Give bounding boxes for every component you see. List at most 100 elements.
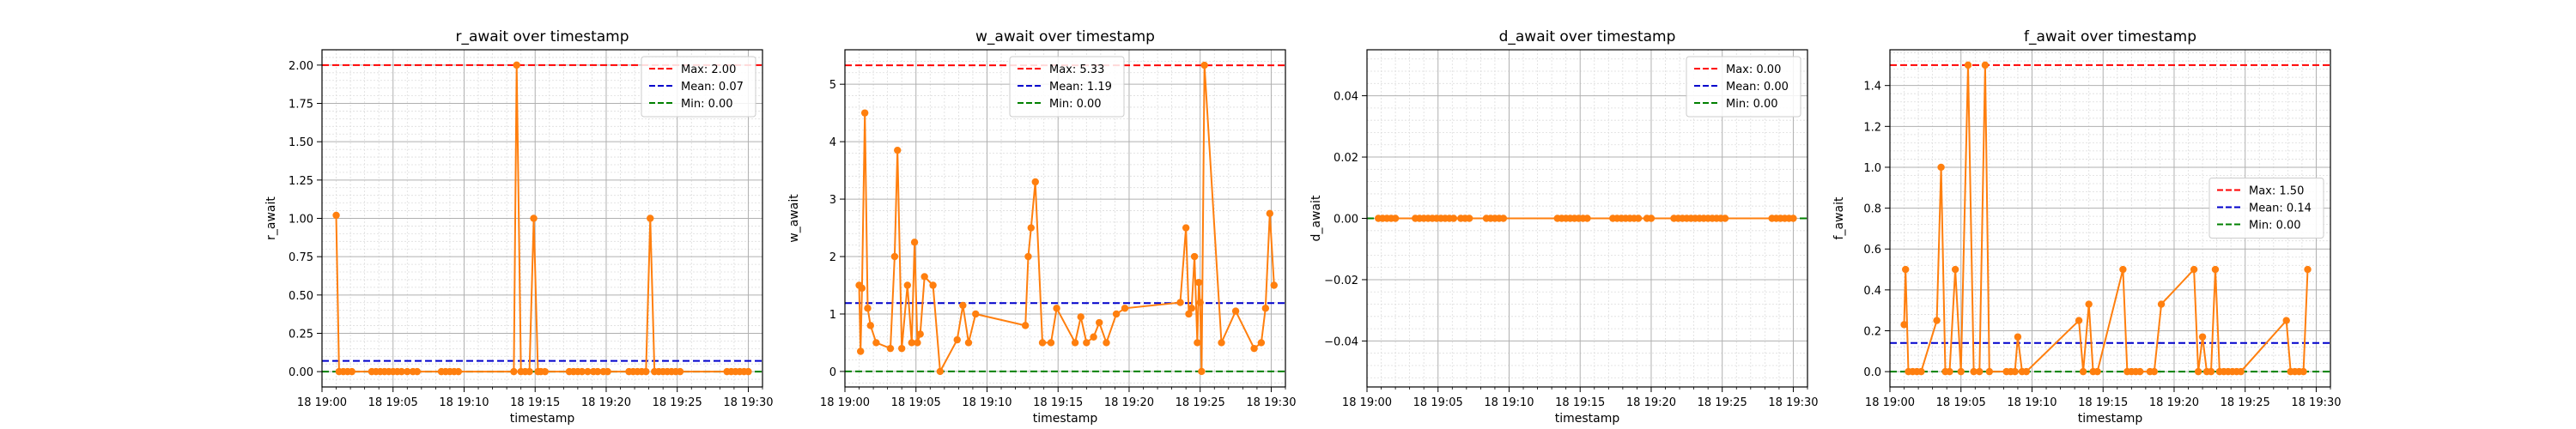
data-point	[2136, 367, 2144, 376]
x-tick-label: 18 19:20	[2149, 396, 2199, 409]
data-point	[1188, 305, 1195, 312]
data-point	[858, 284, 866, 293]
data-point	[959, 301, 967, 310]
data-point	[894, 146, 902, 154]
data-point	[936, 367, 945, 376]
data-point	[348, 367, 355, 376]
data-point	[1038, 339, 1047, 347]
data-point	[541, 367, 550, 376]
y-tick-label: 0.8	[1863, 203, 1881, 216]
y-tick-label: 0.0	[1863, 366, 1881, 379]
data-point	[2237, 367, 2245, 376]
legend-label: Max: 5.33	[1049, 63, 1104, 76]
data-point	[2014, 333, 2022, 341]
x-tick-label: 18 19:20	[581, 396, 631, 409]
x-tick-label: 18 19:10	[962, 396, 1012, 409]
data-point	[1198, 367, 1206, 376]
data-point	[886, 344, 895, 353]
data-point	[1112, 310, 1121, 318]
x-tick-label: 18 19:30	[1246, 396, 1296, 409]
data-point	[1182, 224, 1190, 232]
data-point	[2150, 367, 2158, 376]
y-tick-label: 1.2	[1863, 121, 1881, 134]
data-point	[510, 367, 518, 376]
x-tick-label: 18 19:30	[2291, 396, 2341, 409]
legend-label: Mean: 1.19	[1049, 81, 1112, 94]
data-point	[1391, 214, 1400, 222]
chart-panel-0: 18 19:00 18 19:05 18 19:10 18 19:15 18 19:20…	[264, 28, 774, 426]
data-point	[1200, 61, 1208, 69]
y-tick-label: 0	[829, 366, 836, 379]
legend-box	[1009, 56, 1125, 118]
data-point	[593, 367, 602, 376]
y-tick-label: 0.00	[1334, 214, 1358, 227]
data-point	[2085, 300, 2093, 308]
x-tick-label: 18 19:30	[1768, 396, 1818, 409]
x-tick-label: 18 19:25	[1176, 396, 1225, 409]
y-tick-label: 0.4	[1863, 285, 1881, 298]
y-tick-label: 0.02	[1334, 152, 1358, 165]
data-point	[454, 367, 463, 376]
data-point	[914, 339, 921, 347]
data-point	[1190, 252, 1199, 261]
y-tick-label: 1.75	[289, 99, 313, 112]
data-point	[578, 367, 586, 376]
x-tick-label: 18 19:25	[2221, 396, 2270, 409]
y-tick-label: 0.00	[289, 366, 313, 379]
data-point	[1647, 214, 1656, 222]
data-point	[526, 367, 533, 376]
y-tick-label: 1	[829, 309, 836, 322]
data-point	[642, 367, 650, 376]
y-axis-label: d_await	[1309, 195, 1323, 241]
x-tick-label: 18 19:10	[2007, 396, 2057, 409]
data-point	[1985, 367, 1994, 376]
data-point	[872, 339, 880, 347]
data-point	[1261, 305, 1270, 312]
y-axis-label: w_await	[787, 194, 801, 243]
x-axis-label: timestamp	[1033, 412, 1098, 426]
data-point	[2282, 317, 2290, 324]
data-point	[2011, 367, 2019, 376]
data-point	[1185, 310, 1193, 318]
data-point	[1964, 61, 1972, 69]
data-point	[1789, 214, 1797, 222]
data-point	[1231, 307, 1240, 315]
data-point	[2194, 367, 2202, 376]
data-point	[1176, 299, 1184, 306]
x-tick-label: 18 19:00	[297, 396, 347, 409]
chart-panel-1: 18 19:00 18 19:05 18 19:10 18 19:15 18 19:20…	[787, 28, 1297, 426]
x-axis-label: timestamp	[1555, 412, 1620, 426]
data-point	[1071, 339, 1079, 347]
x-tick-label: 18 19:25	[653, 396, 702, 409]
legend: Max: 0.00 Mean: 0.00 Min: 0.00	[1686, 56, 1801, 118]
data-point	[1499, 214, 1508, 222]
y-tick-label: 2	[829, 251, 836, 264]
data-point	[908, 339, 915, 347]
x-tick-label: 18 19:15	[2078, 396, 2128, 409]
y-tick-label: 2.00	[289, 60, 313, 73]
series	[855, 61, 1278, 376]
data-point	[903, 281, 912, 289]
y-tick-label: −0.04	[1324, 335, 1358, 348]
data-point	[1103, 339, 1110, 347]
data-point	[1933, 317, 1941, 324]
data-point	[1096, 318, 1103, 327]
data-point	[1270, 281, 1278, 289]
data-point	[1721, 214, 1729, 222]
data-point	[530, 214, 538, 222]
x-tick-label: 18 19:30	[723, 396, 773, 409]
data-point	[2075, 317, 2083, 324]
data-point	[857, 347, 865, 355]
data-point	[584, 367, 592, 376]
data-point	[2300, 367, 2307, 376]
data-point	[1976, 367, 1984, 376]
data-point	[1634, 214, 1643, 222]
data-point	[864, 305, 872, 312]
y-tick-label: 1.00	[289, 214, 313, 227]
data-point	[1957, 367, 1965, 376]
data-point	[2198, 333, 2207, 341]
legend-label: Mean: 0.07	[681, 81, 744, 94]
legend-label: Mean: 0.00	[1726, 81, 1789, 94]
data-point	[1937, 163, 1945, 172]
x-tick-label: 18 19:15	[1555, 396, 1605, 409]
